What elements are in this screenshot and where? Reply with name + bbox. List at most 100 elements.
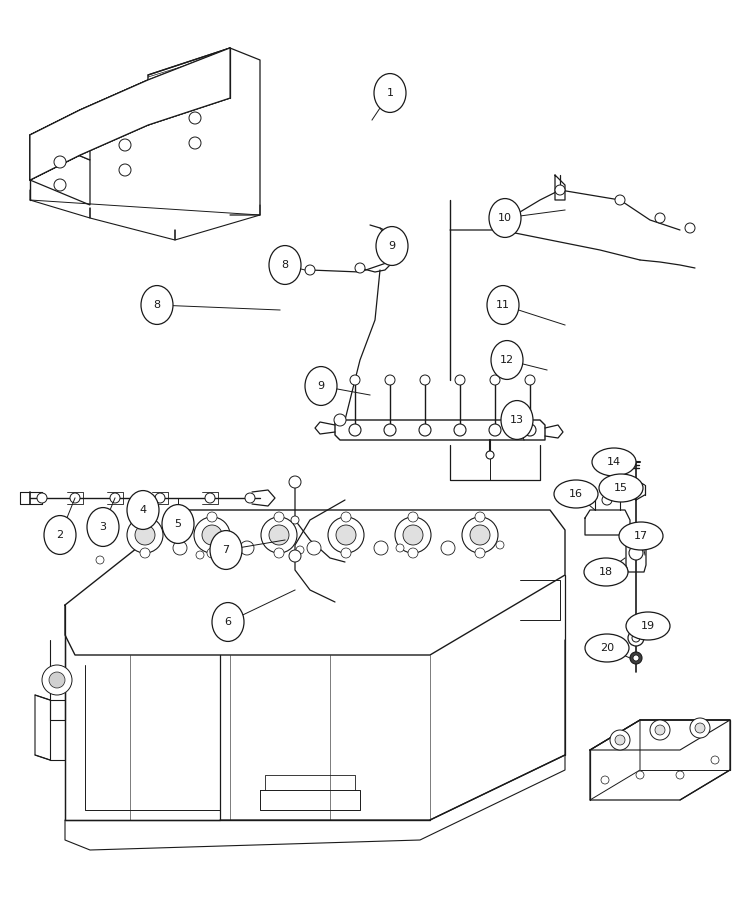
Ellipse shape — [110, 493, 120, 503]
Ellipse shape — [296, 546, 304, 554]
Ellipse shape — [207, 548, 217, 558]
Circle shape — [376, 227, 408, 266]
Ellipse shape — [584, 558, 628, 586]
Ellipse shape — [496, 541, 504, 549]
Text: 2: 2 — [56, 530, 64, 540]
Ellipse shape — [475, 548, 485, 558]
Ellipse shape — [240, 541, 254, 555]
Text: 8: 8 — [153, 300, 161, 310]
Ellipse shape — [395, 517, 431, 553]
Ellipse shape — [291, 516, 299, 524]
Polygon shape — [30, 135, 90, 205]
Ellipse shape — [615, 195, 625, 205]
Text: 4: 4 — [139, 505, 147, 515]
Ellipse shape — [173, 541, 187, 555]
Ellipse shape — [349, 424, 361, 436]
Ellipse shape — [489, 424, 501, 436]
Circle shape — [162, 505, 194, 544]
Ellipse shape — [289, 550, 301, 562]
Circle shape — [87, 508, 119, 546]
Ellipse shape — [350, 375, 360, 385]
Ellipse shape — [475, 512, 485, 522]
Ellipse shape — [524, 424, 536, 436]
Ellipse shape — [454, 424, 466, 436]
Ellipse shape — [599, 474, 643, 502]
Circle shape — [489, 199, 521, 238]
Ellipse shape — [334, 414, 346, 426]
Ellipse shape — [196, 551, 204, 559]
Ellipse shape — [592, 448, 636, 476]
Ellipse shape — [610, 730, 630, 750]
Ellipse shape — [54, 179, 66, 191]
Ellipse shape — [626, 612, 670, 640]
Text: 10: 10 — [498, 213, 512, 223]
Text: 3: 3 — [99, 522, 107, 532]
Ellipse shape — [408, 548, 418, 558]
Ellipse shape — [419, 424, 431, 436]
Text: 20: 20 — [600, 643, 614, 653]
Ellipse shape — [655, 725, 665, 735]
Circle shape — [269, 246, 301, 284]
Ellipse shape — [490, 375, 500, 385]
Ellipse shape — [655, 213, 665, 223]
Ellipse shape — [554, 480, 598, 508]
Ellipse shape — [636, 771, 644, 779]
Ellipse shape — [194, 517, 230, 553]
Ellipse shape — [341, 548, 351, 558]
Ellipse shape — [585, 634, 629, 662]
Ellipse shape — [633, 655, 639, 661]
Circle shape — [127, 491, 159, 529]
Text: 11: 11 — [496, 300, 510, 310]
Ellipse shape — [390, 245, 400, 255]
Text: 19: 19 — [641, 621, 655, 631]
Ellipse shape — [127, 517, 163, 553]
Ellipse shape — [119, 139, 131, 151]
Circle shape — [374, 74, 406, 112]
Circle shape — [305, 366, 337, 405]
Ellipse shape — [307, 541, 321, 555]
Ellipse shape — [486, 451, 494, 459]
Ellipse shape — [525, 375, 535, 385]
Ellipse shape — [341, 512, 351, 522]
Ellipse shape — [355, 263, 365, 273]
Ellipse shape — [695, 723, 705, 733]
Ellipse shape — [155, 493, 165, 503]
Ellipse shape — [630, 484, 642, 496]
Ellipse shape — [70, 493, 80, 503]
Ellipse shape — [602, 495, 612, 505]
Ellipse shape — [289, 476, 301, 488]
Ellipse shape — [555, 185, 565, 195]
Ellipse shape — [274, 548, 284, 558]
Ellipse shape — [42, 665, 72, 695]
Ellipse shape — [96, 556, 104, 564]
Polygon shape — [30, 110, 90, 160]
Ellipse shape — [408, 512, 418, 522]
Ellipse shape — [205, 493, 215, 503]
Text: 5: 5 — [174, 519, 182, 529]
Ellipse shape — [189, 137, 201, 149]
Circle shape — [212, 603, 244, 642]
Ellipse shape — [140, 548, 150, 558]
Ellipse shape — [420, 375, 430, 385]
Text: 17: 17 — [634, 531, 648, 541]
Ellipse shape — [690, 718, 710, 738]
Text: 8: 8 — [282, 260, 288, 270]
Ellipse shape — [711, 756, 719, 764]
Text: 6: 6 — [225, 617, 231, 627]
Ellipse shape — [305, 265, 315, 275]
Text: 16: 16 — [569, 489, 583, 499]
Ellipse shape — [619, 522, 663, 550]
Ellipse shape — [54, 156, 66, 168]
Circle shape — [501, 400, 533, 439]
Text: 15: 15 — [614, 483, 628, 493]
Circle shape — [141, 285, 173, 324]
Text: 13: 13 — [510, 415, 524, 425]
Ellipse shape — [37, 493, 47, 503]
Ellipse shape — [650, 720, 670, 740]
Ellipse shape — [470, 525, 490, 545]
Ellipse shape — [629, 546, 643, 560]
Ellipse shape — [274, 512, 284, 522]
Ellipse shape — [628, 630, 644, 646]
Ellipse shape — [269, 525, 289, 545]
Ellipse shape — [49, 672, 65, 688]
